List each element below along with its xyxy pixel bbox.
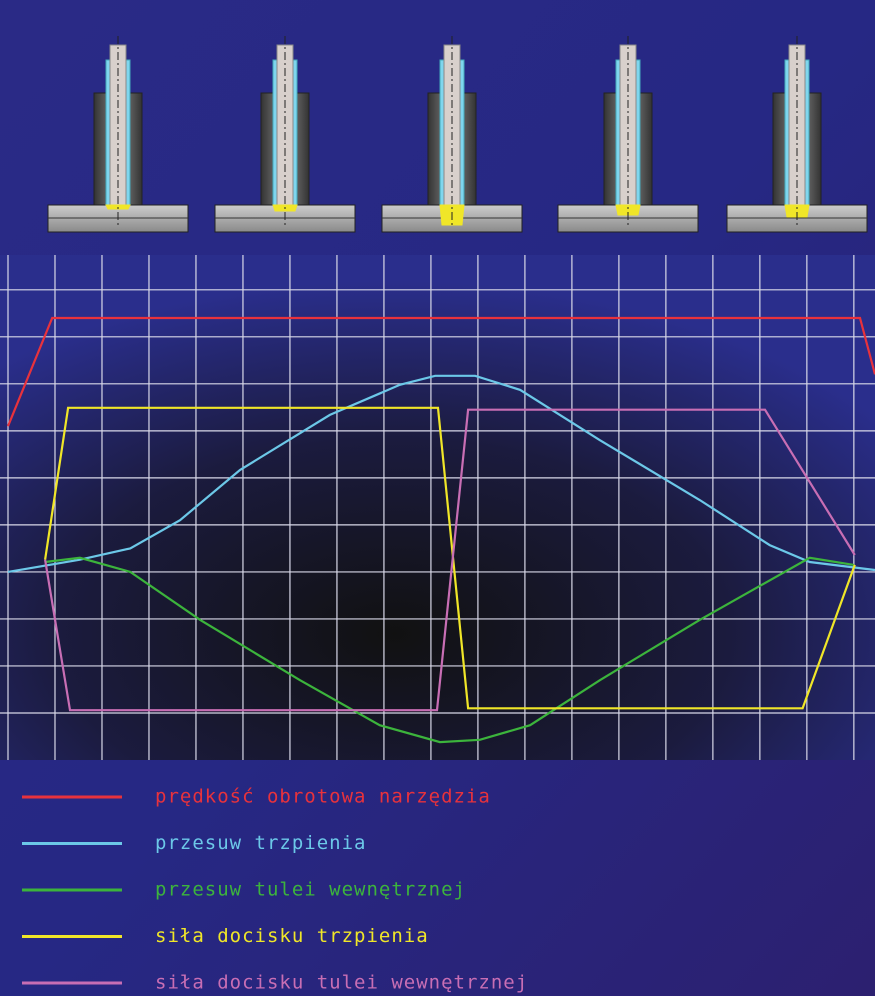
legend-label: prędkość obrotowa narzędzia [155, 786, 491, 808]
legend-label: przesuw trzpienia [155, 832, 366, 854]
legend-label: siła docisku tulei wewnętrznej [155, 972, 528, 994]
legend-label: siła docisku trzpienia [155, 925, 429, 947]
chart-area [0, 255, 875, 760]
legend-label: przesuw tulei wewnętrznej [155, 879, 466, 901]
diagram: prędkość obrotowa narzędzia przesuw trzpi… [0, 0, 875, 996]
page: prędkość obrotowa narzędzia przesuw trzpi… [0, 0, 875, 996]
